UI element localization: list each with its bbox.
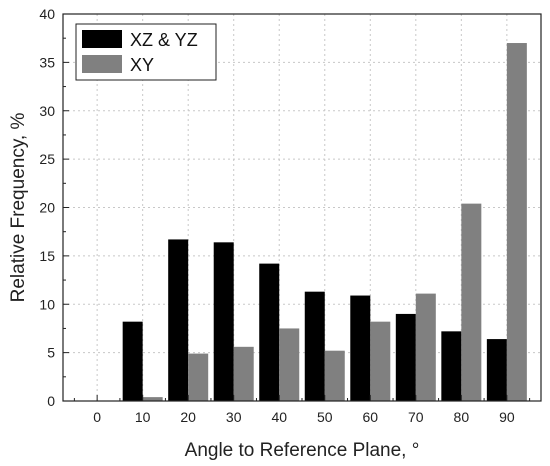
x-tick-label: 0 xyxy=(93,409,101,425)
x-tick-label: 10 xyxy=(135,409,151,425)
y-axis-title: Relative Frequency, % xyxy=(8,113,29,303)
legend-label-xz-yz: XZ & YZ xyxy=(130,30,198,50)
bar-xy xyxy=(233,346,254,401)
bar-xy xyxy=(370,321,391,401)
y-tick-label: 25 xyxy=(39,151,55,167)
x-tick-label: 80 xyxy=(454,409,470,425)
bar-xz-yz xyxy=(304,291,325,401)
x-tick-label: 50 xyxy=(317,409,333,425)
bar-xz-yz xyxy=(395,313,416,401)
bar-xz-yz xyxy=(441,331,462,401)
legend: XZ & YZ XY xyxy=(75,23,217,81)
x-tick-label: 60 xyxy=(362,409,378,425)
bar-xz-yz xyxy=(486,339,507,401)
bar-xz-yz xyxy=(213,242,234,401)
bar-xz-yz xyxy=(259,263,280,401)
bar-xy xyxy=(506,43,527,402)
y-tick-label: 35 xyxy=(39,54,55,70)
x-tick-label: 40 xyxy=(271,409,287,425)
y-tick-label: 40 xyxy=(39,6,55,22)
bar-xy xyxy=(324,350,345,401)
x-axis-title: Angle to Reference Plane, ° xyxy=(185,440,420,461)
bars xyxy=(122,43,527,402)
bar-xy xyxy=(279,328,300,401)
bar-xz-yz xyxy=(168,239,189,401)
bar-xz-yz xyxy=(122,321,143,401)
legend-swatch-xy xyxy=(82,55,122,73)
bar-xy xyxy=(415,293,436,401)
bar-xy xyxy=(188,353,209,401)
y-tick-label: 5 xyxy=(47,345,55,361)
bar-xy xyxy=(142,397,163,401)
axis-ticks: 0 10 20 30 40 50 60 70 80 90 0 5 10 15 20 25 30 35 40 xyxy=(39,6,531,425)
y-tick-label: 0 xyxy=(47,393,55,409)
bar-xy xyxy=(461,203,482,401)
y-tick-label: 15 xyxy=(39,248,55,264)
bar-xz-yz xyxy=(350,295,371,401)
legend-label-xy: XY xyxy=(130,55,154,75)
x-tick-label: 20 xyxy=(180,409,196,425)
y-tick-label: 20 xyxy=(39,200,55,216)
x-tick-label: 70 xyxy=(408,409,424,425)
y-tick-label: 10 xyxy=(39,296,55,312)
x-tick-label: 30 xyxy=(226,409,242,425)
y-tick-label: 30 xyxy=(39,103,55,119)
x-tick-label: 90 xyxy=(499,409,515,425)
legend-swatch-xz-yz xyxy=(82,30,122,48)
